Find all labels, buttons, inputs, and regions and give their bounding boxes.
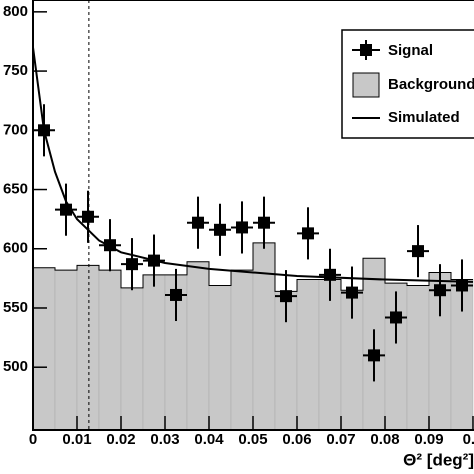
x-tick-label: 0.01	[62, 431, 91, 448]
legend-label: Signal	[388, 42, 433, 59]
x-tick-label: 0.07	[326, 431, 355, 448]
background-bar	[318, 279, 342, 431]
legend-signal-marker	[360, 44, 372, 56]
x-tick-label: 0.04	[194, 431, 224, 448]
signal-point	[60, 203, 72, 216]
signal-point	[126, 258, 138, 271]
x-tick-label: 0.02	[106, 431, 135, 448]
y-tick-label: 600	[3, 240, 28, 257]
signal-point	[390, 311, 402, 324]
y-tick-label: 500	[3, 358, 28, 375]
signal-point	[368, 349, 380, 362]
background-bar	[54, 269, 78, 431]
background-bar	[406, 285, 430, 431]
background-bar	[142, 274, 166, 431]
x-tick-label: 0.03	[150, 431, 179, 448]
background-bar	[32, 267, 56, 431]
y-tick-label: 650	[3, 181, 28, 198]
signal-point	[346, 286, 358, 299]
background-outline	[33, 242, 473, 292]
signal-point	[302, 227, 314, 240]
signal-point	[258, 216, 270, 229]
background-bar	[296, 279, 320, 431]
plot-frame	[32, 0, 474, 431]
simulated-line	[32, 47, 474, 283]
signal-point	[214, 223, 226, 236]
signal-point	[148, 254, 160, 267]
legend-background-swatch	[352, 72, 380, 98]
legend-label: Simulated	[388, 109, 460, 126]
y-tick-label: 750	[3, 62, 28, 79]
x-axis-label: Θ² [deg²]	[403, 450, 474, 469]
signal-point	[456, 279, 468, 292]
signal-point	[82, 210, 94, 223]
background-bar	[230, 269, 254, 431]
signal-point	[324, 268, 336, 281]
background-bar	[252, 242, 276, 431]
legend-label: Background	[388, 76, 474, 93]
x-tick-label: 0.06	[282, 431, 311, 448]
signal-point	[412, 245, 424, 258]
signal-point	[192, 216, 204, 229]
background-bar	[98, 269, 122, 431]
y-tick-label: 700	[3, 121, 28, 138]
background-bar	[186, 261, 210, 431]
signal-point	[280, 290, 292, 303]
y-tick-label: 800	[3, 3, 28, 20]
background-bar	[208, 285, 232, 431]
y-tick-label: 550	[3, 299, 28, 316]
background-bar	[76, 265, 100, 431]
x-tick-label: 0.08	[370, 431, 399, 448]
signal-point	[236, 221, 248, 234]
x-tick-label: 0	[29, 431, 37, 448]
x-tick-label: 0.05	[238, 431, 267, 448]
x-tick-label: 0.09	[414, 431, 443, 448]
background-bar	[120, 287, 144, 431]
signal-point	[104, 239, 116, 252]
signal-point	[434, 284, 446, 297]
signal-point	[170, 288, 182, 301]
x-tick-label: 0.1	[463, 431, 474, 448]
